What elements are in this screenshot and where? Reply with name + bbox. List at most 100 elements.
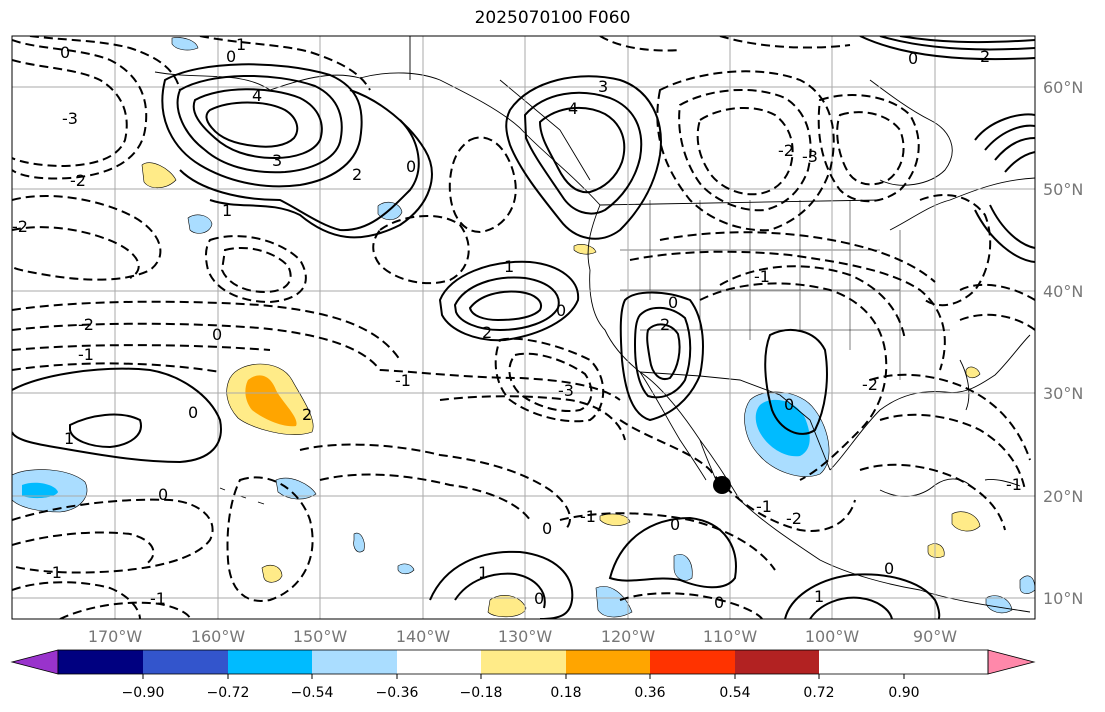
- neg-canada-east-2: [836, 111, 905, 186]
- neg-top-3: [599, 36, 681, 52]
- pos-gulf-alaska-4: [205, 101, 299, 148]
- caribbean-islands: [984, 479, 1021, 487]
- neg-e-2: [959, 283, 1035, 301]
- contours-negative: [12, 36, 1035, 619]
- neg-east-2: [879, 413, 1026, 491]
- shade-lb-10: [397, 563, 415, 575]
- colorbar-tick-label: 0.54: [719, 685, 750, 701]
- colorbar-left-extend: [10, 649, 59, 675]
- neg-east-3: [859, 463, 1006, 531]
- colorbar-tick-label: −0.72: [207, 685, 250, 701]
- lat-label: 30°N: [1043, 384, 1083, 403]
- clabel: 0: [714, 593, 724, 612]
- clabel: 0: [668, 293, 678, 312]
- coast-gulf: [829, 334, 1031, 471]
- colorbar-ticks: [142, 674, 905, 679]
- contour-labels: 0 0 1 4 3 2 1 0 -3 -2 -2 -2 -1 0 -1 0 2 …: [12, 35, 1022, 612]
- coast-florida: [959, 359, 970, 411]
- neg-mid-6: [12, 531, 155, 566]
- lon-label: 130°W: [498, 627, 553, 646]
- neg-south-1: [619, 592, 763, 619]
- neg-south-2: [559, 512, 776, 571]
- neg-central-3: [508, 352, 593, 412]
- clabel: -2: [786, 509, 802, 528]
- lon-label: 160°W: [191, 627, 246, 646]
- lat-label: 60°N: [1043, 78, 1083, 97]
- pos-sw-2: [633, 306, 692, 399]
- pos-band-east: [179, 119, 420, 232]
- colorbar-tick-label: 0.18: [550, 685, 581, 701]
- lat-label: 50°N: [1043, 180, 1083, 199]
- clabel: 3: [272, 151, 282, 170]
- clabel: 0: [212, 325, 222, 344]
- neg-mex-3: [719, 265, 906, 341]
- neg-canada-3: [696, 106, 794, 196]
- clabel: -3: [802, 147, 818, 166]
- clabel: -1: [756, 497, 772, 516]
- colorbar-cell: [397, 650, 481, 674]
- colorbar-cell: [143, 650, 228, 674]
- clabel: 0: [884, 559, 894, 578]
- shade-y-8: [965, 366, 981, 379]
- neg-e-3: [959, 313, 1035, 331]
- colorbar-tick-label: 0.36: [634, 685, 665, 701]
- map-title: 2025070100 F060: [474, 8, 631, 28]
- pos-ca-2: [453, 276, 560, 332]
- neg-mid-3: [299, 443, 571, 531]
- clabel: 2: [352, 165, 362, 184]
- clabel: 2: [980, 47, 990, 66]
- clabel: 0: [60, 43, 70, 62]
- neg-top-1: [29, 36, 181, 91]
- clabel: -2: [70, 171, 86, 190]
- shade-y-2: [487, 595, 527, 618]
- clabel: -1: [46, 563, 62, 582]
- coast-alaska: [154, 71, 601, 271]
- clabel: 0: [226, 47, 236, 66]
- coast-yucatan: [879, 478, 976, 497]
- map-frame: [11, 35, 1036, 620]
- colorbar-tick-label: −0.90: [122, 685, 165, 701]
- lat-label: 20°N: [1043, 487, 1083, 506]
- colorbar: −0.90 −0.72 −0.54 −0.36 −0.18 0.18 0.36 …: [10, 649, 1036, 701]
- clabel: 2: [302, 405, 312, 424]
- pos-loop-west: [69, 413, 142, 449]
- shade-y-6: [927, 543, 945, 558]
- clabel: -1: [754, 267, 770, 286]
- clabel: -2: [12, 217, 28, 236]
- shade-lb-1: [187, 214, 213, 234]
- colorbar-outline: [57, 649, 989, 675]
- neg-canada-1: [656, 70, 835, 232]
- clabel: -2: [778, 141, 794, 160]
- pos-subtrop-west: [12, 367, 222, 464]
- pos-bc-3: [538, 106, 626, 194]
- pos-sw-1: [619, 291, 704, 422]
- neg-nw-4: [12, 226, 140, 279]
- neg-central-2: [494, 337, 605, 423]
- pos-pacific-south: [429, 550, 574, 619]
- neg-sw-1: [12, 581, 141, 619]
- pos-bc-1: [505, 75, 662, 240]
- pos-top-right-1: [859, 36, 1035, 61]
- clabel: -1: [150, 589, 166, 608]
- alaska-panhandle: [409, 36, 591, 181]
- shade-yellow-1: [141, 162, 177, 189]
- clabel: 1: [236, 35, 246, 54]
- neg-band-1: [12, 300, 401, 361]
- neg-top-4: [719, 36, 851, 49]
- coast-west-us: [589, 269, 1031, 613]
- pos-ne-1: [974, 113, 1035, 141]
- neg-nw-6: [220, 246, 292, 294]
- neg-band-2: [12, 322, 381, 371]
- clabel: 1: [504, 257, 514, 276]
- clabel: 3: [598, 77, 608, 96]
- clabel: 4: [568, 99, 578, 118]
- shade-y-4: [599, 513, 631, 526]
- clabel: 2: [482, 323, 492, 342]
- neg-us-1: [629, 250, 946, 371]
- clabel: 0: [670, 515, 680, 534]
- clabel: -1: [78, 345, 94, 364]
- clabel: -1: [1006, 475, 1022, 494]
- pos-ne-2: [984, 124, 1035, 151]
- lon-label: 120°W: [601, 627, 656, 646]
- gridlines: [12, 36, 1035, 619]
